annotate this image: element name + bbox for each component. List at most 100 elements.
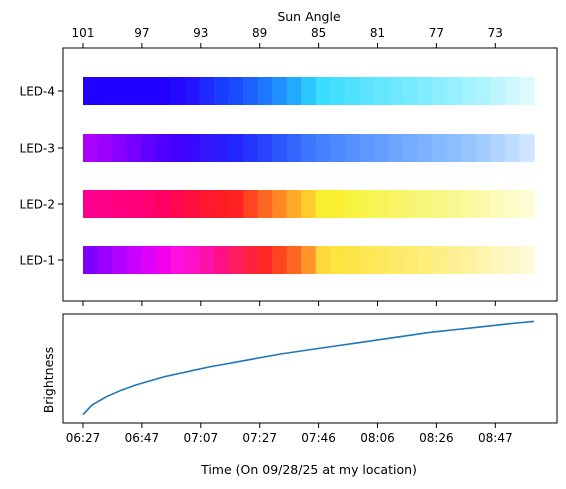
time-tick-label: 06:27 bbox=[66, 431, 101, 445]
led-color-segment bbox=[286, 77, 302, 105]
led-color-segment bbox=[83, 190, 99, 218]
time-axis-label: Time (On 09/28/25 at my location) bbox=[200, 462, 417, 477]
led-color-segment bbox=[344, 190, 361, 218]
led-color-segment bbox=[504, 246, 521, 274]
led-color-segment bbox=[475, 190, 491, 218]
led-color-segment bbox=[257, 77, 273, 105]
led-color-segment bbox=[155, 246, 171, 274]
time-tick-label: 06:47 bbox=[125, 431, 160, 445]
led-color-segment bbox=[83, 246, 99, 274]
led-color-segment bbox=[286, 134, 302, 162]
led-color-segment bbox=[359, 190, 375, 218]
led-color-segment bbox=[315, 190, 331, 218]
led-color-segment bbox=[373, 77, 390, 105]
led-color-segment bbox=[446, 77, 462, 105]
led-color-segment bbox=[446, 134, 462, 162]
led-color-segment bbox=[373, 246, 390, 274]
led-color-segment bbox=[403, 246, 419, 274]
led-color-segment bbox=[475, 134, 491, 162]
led-color-segment bbox=[403, 77, 419, 105]
led-color-segment bbox=[257, 190, 273, 218]
led-color-segment bbox=[490, 246, 506, 274]
led-color-segment bbox=[359, 246, 375, 274]
led-color-segment bbox=[301, 134, 317, 162]
heatmap-plot-frame bbox=[62, 47, 558, 302]
led-color-segment bbox=[213, 134, 230, 162]
sun-angle-tick-label: 89 bbox=[252, 26, 267, 40]
led-color-segment bbox=[301, 77, 317, 105]
led-color-segment bbox=[155, 77, 171, 105]
led-color-segment bbox=[199, 134, 215, 162]
led-color-segment bbox=[126, 246, 142, 274]
led-color-segment bbox=[112, 246, 128, 274]
led-color-segment bbox=[228, 246, 244, 274]
led-color-segment bbox=[126, 77, 142, 105]
led-color-segment bbox=[272, 134, 288, 162]
led-color-segment bbox=[519, 134, 535, 162]
sun-angle-tick-label: 77 bbox=[429, 26, 444, 40]
led-color-segment bbox=[461, 246, 477, 274]
led-color-segment bbox=[141, 77, 157, 105]
led-color-segment bbox=[83, 134, 99, 162]
time-ticks: 06:27 06:47 07:07 07:27 07:46 08:06 08:26 08:47 bbox=[66, 423, 513, 445]
heatmap-bottom-ticks bbox=[82, 301, 496, 306]
led-color-segment bbox=[141, 134, 157, 162]
sun-angle-tick-label: 93 bbox=[193, 26, 208, 40]
led-color-segment bbox=[417, 77, 433, 105]
led-color-segment bbox=[359, 77, 375, 105]
sun-angle-tick-label: 73 bbox=[488, 26, 503, 40]
time-tick-label: 08:26 bbox=[419, 431, 454, 445]
led-color-segment bbox=[228, 134, 244, 162]
led-color-segment bbox=[490, 134, 506, 162]
led-color-segment bbox=[475, 77, 491, 105]
led-color-segment bbox=[301, 190, 317, 218]
led-color-segment bbox=[359, 134, 375, 162]
led-color-segment bbox=[199, 246, 215, 274]
sun-angle-tick-label: 97 bbox=[134, 26, 149, 40]
led-color-segment bbox=[461, 77, 477, 105]
time-tick-label: 07:27 bbox=[242, 431, 277, 445]
led-color-segment bbox=[475, 246, 491, 274]
led-color-segment bbox=[432, 246, 448, 274]
led-color-segment bbox=[170, 246, 186, 274]
sun-angle-axis-label: Sun Angle bbox=[277, 9, 341, 24]
led-color-segment bbox=[417, 134, 433, 162]
led-color-segment bbox=[199, 190, 215, 218]
brightness-line-chart: 06:27 06:47 07:07 07:27 07:46 08:06 08:26 08:47… bbox=[41, 301, 558, 477]
led-color-segment bbox=[432, 134, 448, 162]
led-color-segment bbox=[373, 190, 390, 218]
led-color-segment bbox=[112, 190, 128, 218]
led-color-segment bbox=[272, 190, 288, 218]
led-color-segment bbox=[315, 134, 331, 162]
led-color-segment bbox=[155, 134, 171, 162]
led-color-segment bbox=[344, 246, 361, 274]
led-color-segment bbox=[417, 246, 433, 274]
led-color-segment bbox=[446, 246, 462, 274]
led-color-segment bbox=[97, 246, 113, 274]
sun-angle-tick-label: 81 bbox=[370, 26, 385, 40]
led-color-segment bbox=[315, 246, 331, 274]
led-color-segment bbox=[97, 134, 113, 162]
led-row-label: LED-3 bbox=[20, 142, 55, 156]
led-color-segment bbox=[504, 77, 521, 105]
led-color-segment bbox=[97, 190, 113, 218]
led-color-segment bbox=[432, 190, 448, 218]
brightness-series bbox=[82, 320, 535, 416]
led-color-segment bbox=[388, 77, 404, 105]
led-color-segment bbox=[112, 134, 128, 162]
sun-angle-ticks: 101 97 93 89 85 81 77 73 bbox=[72, 26, 503, 48]
led-heatmap-chart: Sun Angle 101 97 93 89 85 81 77 73 LED-1LED-2LE… bbox=[20, 9, 558, 302]
led-color-segment bbox=[461, 134, 477, 162]
led-color-segment bbox=[213, 190, 230, 218]
led-color-segment bbox=[490, 190, 506, 218]
led-color-segment bbox=[519, 77, 535, 105]
led-color-segment bbox=[272, 77, 288, 105]
led-color-segment bbox=[388, 190, 404, 218]
led-color-segment bbox=[446, 190, 462, 218]
led-color-segment bbox=[330, 77, 346, 105]
led-color-segment bbox=[141, 190, 157, 218]
led-color-segment bbox=[83, 77, 99, 105]
led-color-segment bbox=[228, 190, 244, 218]
sun-angle-tick-label: 85 bbox=[311, 26, 326, 40]
